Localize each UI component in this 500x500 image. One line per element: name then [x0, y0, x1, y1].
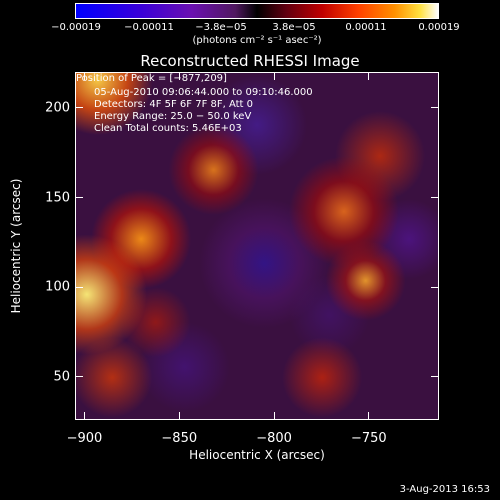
y-tick-label: 150 [45, 190, 70, 206]
colorbar-tick-label: −0.00011 [124, 22, 174, 33]
timestamp: 3-Aug-2013 16:53 [399, 484, 490, 495]
chart-title: Reconstructed RHESSI Image [140, 52, 360, 70]
x-tick-mark [273, 412, 275, 420]
x-tick-label: −900 [66, 431, 103, 446]
info-clean-counts: Clean Total counts: 5.46E+03 [94, 123, 242, 134]
colorbar-tick-label: −0.00019 [51, 22, 101, 33]
y-tick-mark [75, 197, 83, 199]
y-tick-mark [431, 197, 439, 199]
x-tick-label: −850 [161, 431, 198, 446]
y-tick-mark [431, 107, 439, 109]
colorbar-tick-label: 3.8e−05 [272, 22, 316, 33]
heatmap-plot-area: 05-Aug-2010 09:06:44.000 to 09:10:46.000… [75, 72, 439, 420]
peak-position-label: Position of Peak = [−877,209] [76, 73, 227, 84]
x-tick-label: −800 [256, 431, 292, 446]
x-tick-mark [178, 412, 180, 420]
y-tick-mark [75, 376, 83, 378]
y-tick-mark [431, 376, 439, 378]
y-tick-mark [75, 286, 83, 288]
info-energy-range: Energy Range: 25.0 − 50.0 keV [94, 111, 252, 122]
y-tick-label: 100 [45, 279, 70, 295]
y-tick-mark [75, 107, 83, 109]
x-tick-mark [83, 412, 85, 420]
x-axis-label: Heliocentric X (arcsec) [189, 448, 325, 462]
x-tick-mark [178, 72, 180, 80]
x-tick-mark [83, 72, 85, 80]
info-time-range: 05-Aug-2010 09:06:44.000 to 09:10:46.000 [94, 87, 313, 98]
colorbar-tick-label: −3.8e−05 [195, 22, 247, 33]
y-tick-label: 200 [45, 100, 70, 116]
colorbar [75, 3, 439, 19]
x-tick-mark [368, 72, 370, 80]
x-tick-label: −750 [350, 431, 387, 446]
x-tick-mark [273, 72, 275, 80]
y-tick-label: 50 [53, 369, 70, 385]
x-tick-mark [368, 412, 370, 420]
info-detectors: Detectors: 4F 5F 6F 7F 8F, Att 0 [94, 99, 254, 110]
y-axis-label: Heliocentric Y (arcsec) [9, 178, 23, 314]
colorbar-units: (photons cm⁻² s⁻¹ asec⁻²) [192, 35, 322, 46]
colorbar-tick-label: 0.00019 [418, 22, 460, 33]
y-tick-mark [431, 286, 439, 288]
colorbar-tick-label: 0.00011 [345, 22, 387, 33]
